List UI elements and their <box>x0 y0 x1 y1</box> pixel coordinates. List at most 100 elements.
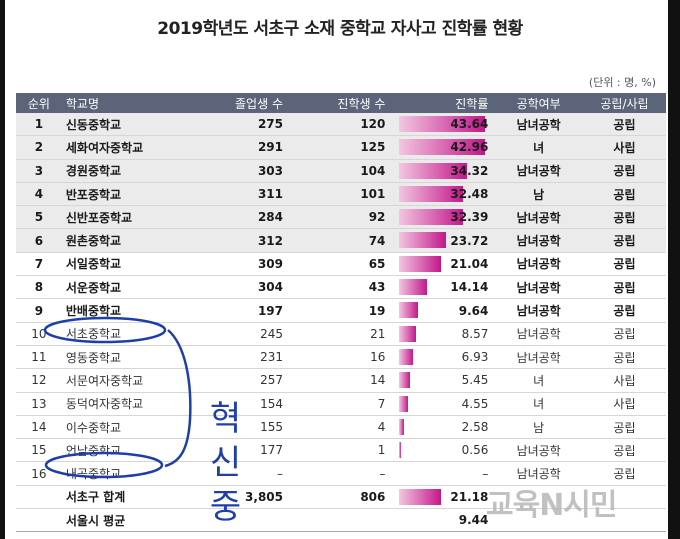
cell-school-name: 영동중학교 <box>65 350 122 365</box>
cell-public-private: 공립 <box>613 117 636 132</box>
cell-graduates: 245 <box>260 326 283 341</box>
rate-bar <box>399 395 409 412</box>
cell-advanced: 74 <box>368 233 386 248</box>
admission-table: 순위 학교명 졸업생 수 진학생 수 진학률 공학여부 공립/사립 1 신동중학교… <box>16 93 666 532</box>
rate-value: 21.04 <box>450 256 489 271</box>
cell-coed: 남녀공학 <box>516 467 561 482</box>
rate-bar <box>399 372 411 389</box>
rate-value: 23.72 <box>450 233 489 248</box>
cell-rate: 21.04 <box>393 252 494 275</box>
table-row: 4 반포중학교 311 101 32.48 남 공립 <box>16 182 666 206</box>
rate-bar <box>399 185 464 202</box>
unit-note: (단위 : 명, %) <box>588 76 656 89</box>
cell-public-private: 공립 <box>613 327 636 342</box>
cell-school-name: 내곡중학교 <box>65 467 122 482</box>
cell-public-private: 공립 <box>613 164 636 179</box>
rate-value: 4.55 <box>461 396 489 411</box>
cell-rate: 6.93 <box>393 345 494 368</box>
cell-rank: 16 <box>31 466 47 481</box>
cell-rank: 12 <box>31 373 47 388</box>
cell-public-private: 사립 <box>613 373 636 388</box>
cell-public-private: 공립 <box>613 304 636 319</box>
cell-coed: 녀 <box>533 140 545 155</box>
header-rank: 순위 <box>16 93 62 113</box>
average-label: 서울시 평균 <box>65 513 126 528</box>
cell-coed: 남녀공학 <box>516 327 561 342</box>
cell-coed: 녀 <box>533 397 545 412</box>
cell-rank: 7 <box>34 256 44 271</box>
header-rate: 진학률 <box>393 93 495 113</box>
cell-rate: – <box>393 462 494 485</box>
cell-school-name: 동덕여자중학교 <box>65 397 144 412</box>
cell-rank: 15 <box>31 443 47 458</box>
cell-school-name: 이수중학교 <box>65 420 122 435</box>
header-coed: 공학여부 <box>494 93 583 113</box>
cell-school-name: 원촌중학교 <box>65 234 122 249</box>
rate-value: 9.64 <box>458 303 489 318</box>
cell-advanced: 4 <box>377 420 386 434</box>
cell-rank: 2 <box>34 140 44 155</box>
cell-advanced: 125 <box>360 140 386 155</box>
table-row: 7 서일중학교 309 65 21.04 남녀공학 공립 <box>16 252 666 276</box>
rate-bar <box>399 209 464 226</box>
cell-graduates: 197 <box>257 303 283 318</box>
cell-advanced: 14 <box>370 373 386 388</box>
cell-graduates: 304 <box>257 280 283 295</box>
cell-school-name: 신반포중학교 <box>65 210 133 225</box>
cell-graduates: 155 <box>260 420 283 434</box>
cell-public-private: 사립 <box>613 397 636 412</box>
cell-school-name: 서운중학교 <box>65 280 122 295</box>
cell-advanced: – <box>379 466 386 481</box>
cell-rate: 43.64 <box>393 113 494 136</box>
cell-rank: 8 <box>34 280 44 295</box>
table-header-row: 순위 학교명 졸업생 수 진학생 수 진학률 공학여부 공립/사립 <box>16 93 666 113</box>
total-advanced: 806 <box>360 489 386 504</box>
cell-coed: 남녀공학 <box>516 210 561 225</box>
total-label: 서초구 합계 <box>65 490 126 505</box>
cell-advanced: 19 <box>368 303 386 318</box>
cell-rank: 3 <box>34 163 44 178</box>
cell-graduates: 284 <box>257 210 283 225</box>
cell-coed: 남 <box>533 187 545 202</box>
cell-graduates: 177 <box>260 443 283 458</box>
cell-rank: 5 <box>34 210 44 225</box>
cell-coed: 남녀공학 <box>516 164 561 179</box>
rate-bar <box>399 325 417 342</box>
cell-coed: 남녀공학 <box>516 234 561 249</box>
cell-rate: 42.96 <box>393 136 494 159</box>
table-row: 9 반배중학교 197 19 9.64 남녀공학 공립 <box>16 299 666 323</box>
header-public-private: 공립/사립 <box>582 93 666 113</box>
table-row: 15 언남중학교 177 1 0.56 남녀공학 공립 <box>16 439 666 462</box>
cell-rate: 4.55 <box>393 392 494 415</box>
cell-rate: 2.58 <box>393 415 494 438</box>
cell-advanced: 92 <box>368 210 386 225</box>
cell-graduates: 275 <box>257 117 283 132</box>
cell-rate: 14.14 <box>393 276 494 299</box>
rate-value: 21.18 <box>450 489 489 504</box>
table-row: 13 동덕여자중학교 154 7 4.55 녀 사립 <box>16 392 666 416</box>
cell-rank: 4 <box>34 187 44 202</box>
left-frame-border <box>0 0 5 539</box>
cell-school-name: 서초중학교 <box>65 327 122 342</box>
cell-graduates: 291 <box>257 140 283 155</box>
rate-bar <box>399 139 485 156</box>
header-graduates: 졸업생 수 <box>193 93 297 113</box>
cell-rate: 5.45 <box>393 369 494 392</box>
cell-rank: 9 <box>34 303 44 318</box>
cell-coed: 남녀공학 <box>516 257 561 272</box>
rate-value: 6.93 <box>461 350 489 365</box>
rate-value: 42.96 <box>450 140 489 155</box>
cell-coed: 남녀공학 <box>516 280 561 295</box>
cell-school-name: 서일중학교 <box>65 257 122 272</box>
cell-blank <box>16 509 62 532</box>
cell-public-private: 공립 <box>613 467 636 482</box>
cell-blank <box>297 509 393 532</box>
cell-school-name: 세화여자중학교 <box>65 140 144 155</box>
rate-value: 5.45 <box>461 373 489 388</box>
cell-advanced: 120 <box>360 117 386 132</box>
cell-school-name: 반배중학교 <box>65 304 122 319</box>
cell-coed: 남녀공학 <box>516 117 561 132</box>
page-title: 2019학년도 서초구 소재 중학교 자사고 진학률 현황 <box>157 19 523 39</box>
cell-graduates: 257 <box>260 373 283 388</box>
rate-bar <box>399 255 441 272</box>
